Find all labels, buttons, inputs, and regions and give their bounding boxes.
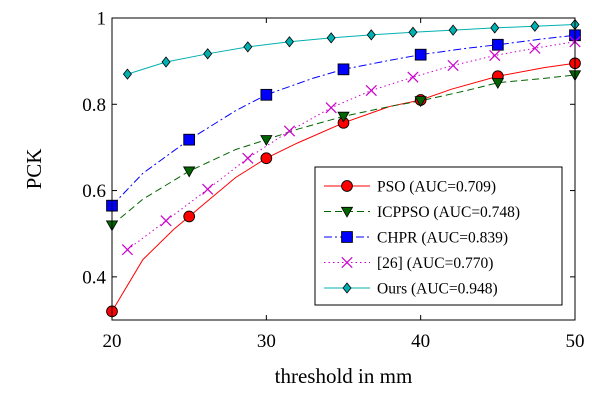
series-3-point-3 — [242, 152, 254, 164]
x-tick-label-2: 40 — [411, 331, 430, 352]
legend-label-1: ICPPSO (AUC=0.748) — [377, 204, 520, 221]
series-4-point-2 — [203, 48, 213, 60]
series-4-point-9 — [490, 22, 500, 34]
legend-entry-0: PSO (AUC=0.709) — [324, 179, 496, 196]
series-0-point-2 — [260, 152, 273, 165]
series-3-point-7 — [407, 71, 419, 83]
legend-marker-1 — [340, 206, 354, 218]
legend-entry-4: Ours (AUC=0.948) — [324, 281, 498, 298]
series-3-point-1 — [160, 215, 172, 227]
series-line-0 — [111, 62, 576, 312]
legend-marker-2 — [341, 231, 353, 243]
series-1-point-2 — [260, 135, 273, 146]
series-line-3 — [127, 41, 576, 251]
legend-marker-4 — [342, 282, 352, 294]
legend-entry-1: ICPPSO (AUC=0.748) — [324, 204, 520, 221]
legend-label-3: [26] (AUC=0.770) — [377, 255, 493, 272]
series-line-4 — [127, 23, 576, 75]
y-tick-label-0: 0.4 — [82, 267, 106, 288]
series-2-point-5 — [491, 38, 504, 51]
series-4-point-8 — [448, 24, 458, 36]
series-2-point-4 — [414, 48, 427, 61]
series-2-point-2 — [260, 88, 273, 101]
x-tick-label-3: 50 — [566, 331, 585, 352]
y-axis-label: PCK — [22, 149, 46, 190]
series-2-point-3 — [337, 63, 350, 76]
series-4-point-10 — [530, 20, 540, 32]
axis-ticks — [111, 17, 576, 320]
series-3-point-5 — [325, 102, 337, 114]
series-1-point-5 — [491, 78, 505, 90]
legend-marker-0 — [341, 180, 353, 192]
series-3-point-9 — [489, 49, 501, 62]
plot-frame — [111, 17, 576, 321]
y-tick-label-3: 1 — [97, 9, 107, 30]
series-4-point-7 — [408, 26, 418, 38]
series-4-point-6 — [366, 29, 376, 41]
legend-entry-2: CHPR (AUC=0.839) — [324, 230, 508, 247]
y-tick-label-2: 0.8 — [82, 95, 106, 116]
legend-entry-3: [26] (AUC=0.770) — [324, 255, 493, 272]
series-1-point-4 — [414, 96, 427, 108]
series-1-point-3 — [337, 111, 350, 123]
series-3-point-10 — [529, 42, 541, 54]
series-3-point-6 — [365, 84, 377, 97]
legend-label-2: CHPR (AUC=0.839) — [377, 230, 508, 247]
tick-labels: 20 30 40 50 0.4 0.6 0.8 1 — [82, 9, 584, 353]
legend-entries: PSO (AUC=0.709) ICPPSO (AUC=0.748) CHPR (A… — [324, 179, 520, 298]
series-3-point-0 — [121, 244, 134, 256]
series-4-point-3 — [243, 41, 253, 53]
legend: PSO (AUC=0.709) ICPPSO (AUC=0.748) CHPR (A… — [314, 166, 563, 306]
legend-label-4: Ours (AUC=0.948) — [377, 281, 498, 298]
series-4-point-0 — [122, 68, 132, 80]
series-3-point-2 — [202, 183, 214, 195]
legend-marker-3 — [341, 256, 353, 269]
series-0-point-1 — [183, 210, 196, 223]
x-tick-label-0: 20 — [103, 331, 122, 352]
series-3-point-4 — [283, 125, 296, 137]
legend-label-0: PSO (AUC=0.709) — [377, 179, 496, 196]
series-4-point-1 — [161, 56, 171, 68]
series-3-point-8 — [447, 59, 459, 72]
series-4-point-5 — [326, 32, 336, 44]
series-4-point-4 — [284, 36, 294, 48]
x-axis-label: threshold in mm — [275, 364, 413, 388]
x-tick-label-1: 30 — [257, 331, 276, 352]
series-2-point-1 — [183, 133, 196, 146]
series-1-point-1 — [182, 166, 196, 178]
y-tick-label-1: 0.6 — [82, 181, 106, 202]
legend-box — [314, 166, 563, 306]
